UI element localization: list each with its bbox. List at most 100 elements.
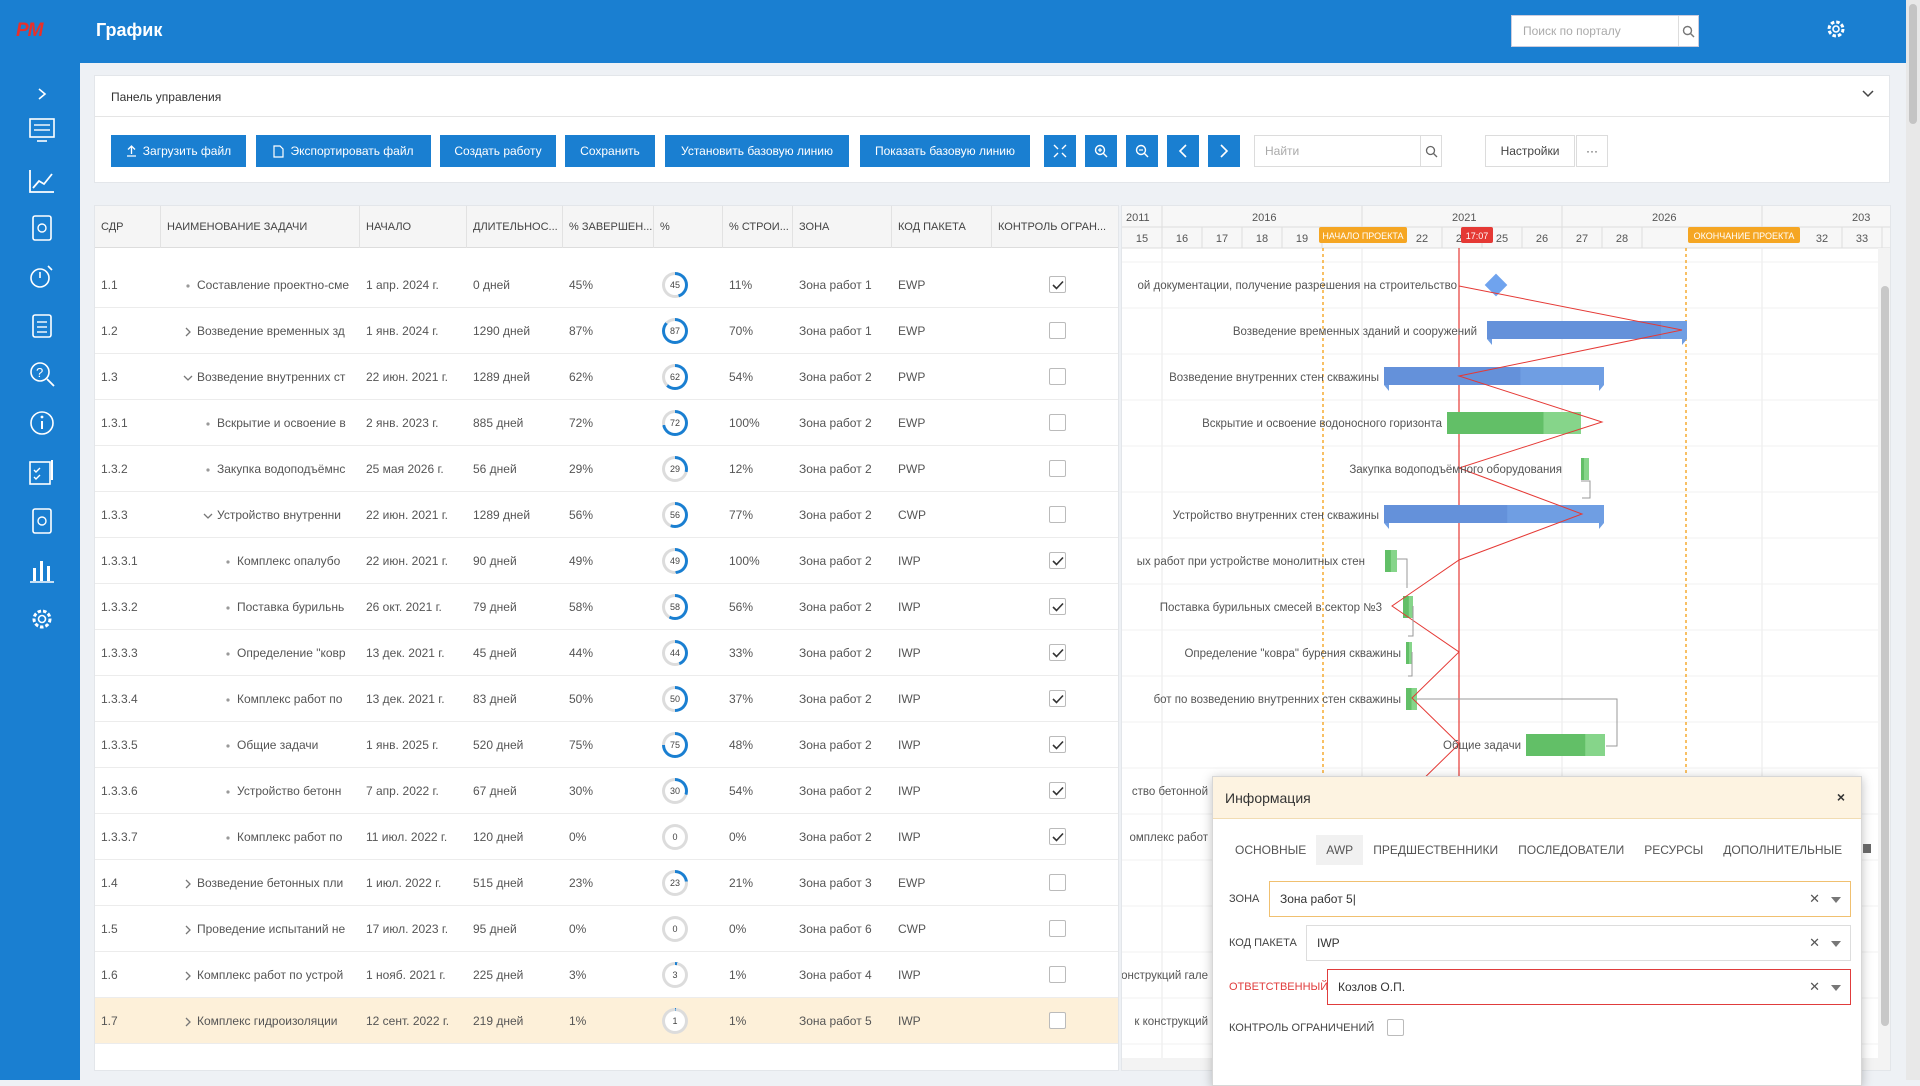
expand-icon[interactable] (183, 1015, 193, 1027)
table-row[interactable]: 1.3.2 Закупка водоподъёмнс 25 мая 2026 г. 5… (95, 446, 1118, 492)
collapse-icon[interactable] (203, 509, 213, 521)
column-header-package[interactable]: КОД ПАКЕТА (892, 206, 992, 248)
portal-search-input[interactable] (1512, 16, 1678, 46)
column-header-construction[interactable]: % СТРОИ... (723, 206, 793, 248)
table-row[interactable]: 1.3.3 Устройство внутренни 22 июн. 2021 г.… (95, 492, 1118, 538)
question-search-icon[interactable]: ? (27, 359, 57, 389)
info-icon[interactable] (27, 408, 57, 438)
dropdown-icon[interactable] (1831, 985, 1841, 991)
calculator-icon[interactable] (27, 213, 57, 243)
search-icon[interactable] (1420, 136, 1441, 166)
document-icon[interactable] (27, 506, 57, 536)
settings-button[interactable]: Настройки (1485, 135, 1575, 167)
constraint-checkbox[interactable] (1049, 414, 1066, 431)
constraint-checkbox[interactable] (1049, 644, 1066, 661)
bar-chart-icon[interactable] (27, 555, 57, 585)
constraint-checkbox[interactable] (1049, 322, 1066, 339)
constraint-checkbox[interactable] (1049, 506, 1066, 523)
column-header-complete[interactable]: % ЗАВЕРШЕН... (563, 206, 654, 248)
constraint-checkbox[interactable] (1049, 1012, 1066, 1029)
clear-icon[interactable]: ✕ (1809, 979, 1820, 994)
table-row[interactable]: 1.5 Проведение испытаний не 17 июл. 2023 г… (95, 906, 1118, 952)
table-row[interactable]: 1.3.3.7 Комплекс работ по 11 июл. 2022 г. 1… (95, 814, 1118, 860)
save-button[interactable]: Сохранить (565, 135, 655, 167)
tab-resources[interactable]: РЕСУРСЫ (1644, 843, 1704, 857)
constraint-checkbox[interactable] (1049, 736, 1066, 753)
table-row[interactable]: 1.3.1 Вскрытие и освоение в 2 янв. 2023 г.… (95, 400, 1118, 446)
tab-successors[interactable]: ПОСЛЕДОВАТЕЛИ (1518, 843, 1625, 857)
gear-icon[interactable] (1825, 18, 1847, 45)
constraint-control-checkbox[interactable] (1387, 1019, 1404, 1036)
search-icon[interactable] (1678, 16, 1698, 46)
checklist-icon[interactable] (27, 457, 57, 487)
timer-icon[interactable] (27, 261, 57, 291)
app-logo[interactable]: PM (16, 20, 43, 41)
page-scrollbar[interactable] (1906, 0, 1920, 1080)
constraint-checkbox[interactable] (1049, 782, 1066, 799)
notes-icon[interactable] (1852, 835, 1882, 865)
constraint-checkbox[interactable] (1049, 690, 1066, 707)
chevron-right-icon[interactable] (27, 79, 57, 109)
monitor-list-icon[interactable] (27, 115, 57, 145)
table-row[interactable]: 1.3.3.2 Поставка бурильнь 26 окт. 2021 г. 7… (95, 584, 1118, 630)
chart-icon[interactable] (27, 166, 57, 196)
clear-icon[interactable]: ✕ (1809, 891, 1820, 906)
table-row[interactable]: 1.4 Возведение бетонных пли 1 июл. 2022 г.… (95, 860, 1118, 906)
expand-icon[interactable] (183, 877, 193, 889)
table-row[interactable]: 1.2 Возведение временных зд 1 янв. 2024 г.… (95, 308, 1118, 354)
export-file-button[interactable]: Экспортировать файл (256, 135, 431, 167)
clipboard-icon[interactable] (27, 310, 57, 340)
task-bar[interactable] (1581, 458, 1589, 480)
dropdown-icon[interactable] (1831, 941, 1841, 947)
table-row[interactable]: 1.1 Составление проектно-сме 1 апр. 2024 г… (95, 262, 1118, 308)
expand-icon[interactable] (183, 969, 193, 981)
table-row[interactable]: 1.3.3.6 Устройство бетонн 7 апр. 2022 г. 67… (95, 768, 1118, 814)
expand-icon[interactable] (183, 923, 193, 935)
constraint-checkbox[interactable] (1049, 966, 1066, 983)
show-baseline-button[interactable]: Показать базовую линию (860, 135, 1030, 167)
constraint-checkbox[interactable] (1049, 276, 1066, 293)
constraint-checkbox[interactable] (1049, 920, 1066, 937)
fit-screen-button[interactable] (1044, 135, 1076, 167)
table-row[interactable]: 1.7 Комплекс гидроизоляции 12 сент. 2022 г… (95, 998, 1118, 1044)
package-field[interactable]: IWP ✕ (1306, 925, 1851, 961)
constraint-checkbox[interactable] (1049, 368, 1066, 385)
column-header-pct[interactable]: % (654, 206, 723, 248)
constraint-checkbox[interactable] (1049, 874, 1066, 891)
column-header-wbs[interactable]: СДР (95, 206, 161, 248)
chevron-down-icon[interactable] (1861, 87, 1875, 106)
clear-icon[interactable]: ✕ (1809, 935, 1820, 950)
scroll-right-button[interactable] (1208, 135, 1240, 167)
expand-icon[interactable] (183, 325, 193, 337)
table-row[interactable]: 1.3.3.4 Комплекс работ по 13 дек. 2021 г. 8… (95, 676, 1118, 722)
find-input[interactable] (1255, 136, 1420, 166)
column-header-constraints[interactable]: КОНТРОЛЬ ОГРАН... (998, 221, 1107, 233)
tab-basic[interactable]: ОСНОВНЫЕ (1235, 843, 1307, 857)
constraint-checkbox[interactable] (1049, 552, 1066, 569)
gantt-scroll-thumb[interactable] (1881, 286, 1889, 1026)
constraint-checkbox[interactable] (1049, 828, 1066, 845)
constraint-checkbox[interactable] (1049, 598, 1066, 615)
close-icon[interactable]: × (1836, 789, 1845, 805)
table-row[interactable]: 1.3 Возведение внутренних ст 22 июн. 2021 … (95, 354, 1118, 400)
gear-icon[interactable] (27, 604, 57, 634)
constraint-checkbox[interactable] (1049, 460, 1066, 477)
column-header-start[interactable]: НАЧАЛО (360, 206, 467, 248)
tab-awp[interactable]: AWP (1316, 835, 1364, 865)
column-header-name[interactable]: НАИМЕНОВАНИЕ ЗАДАЧИ (161, 206, 360, 248)
table-row[interactable]: 1.6 Комплекс работ по устрой 1 нояб. 2021 … (95, 952, 1118, 998)
more-button[interactable]: ··· (1576, 135, 1608, 167)
create-task-button[interactable]: Создать работу (440, 135, 556, 167)
column-header-duration[interactable]: ДЛИТЕЛЬНОС... (467, 206, 563, 248)
table-row[interactable]: 1.3.3.3 Определение "ковр 13 дек. 2021 г. 4… (95, 630, 1118, 676)
dropdown-icon[interactable] (1831, 897, 1841, 903)
collapse-icon[interactable] (183, 371, 193, 383)
column-header-zone[interactable]: ЗОНА (793, 206, 892, 248)
zoom-in-button[interactable] (1085, 135, 1117, 167)
scroll-left-button[interactable] (1167, 135, 1199, 167)
responsible-field[interactable]: Козлов О.П. ✕ (1327, 969, 1851, 1005)
zone-field[interactable]: Зона работ 5| ✕ (1269, 881, 1851, 917)
table-row[interactable]: 1.3.3.5 Общие задачи 1 янв. 2025 г. 520 дне… (95, 722, 1118, 768)
set-baseline-button[interactable]: Установить базовую линию (665, 135, 849, 167)
tab-predecessors[interactable]: ПРЕДШЕСТВЕННИКИ (1373, 843, 1499, 857)
